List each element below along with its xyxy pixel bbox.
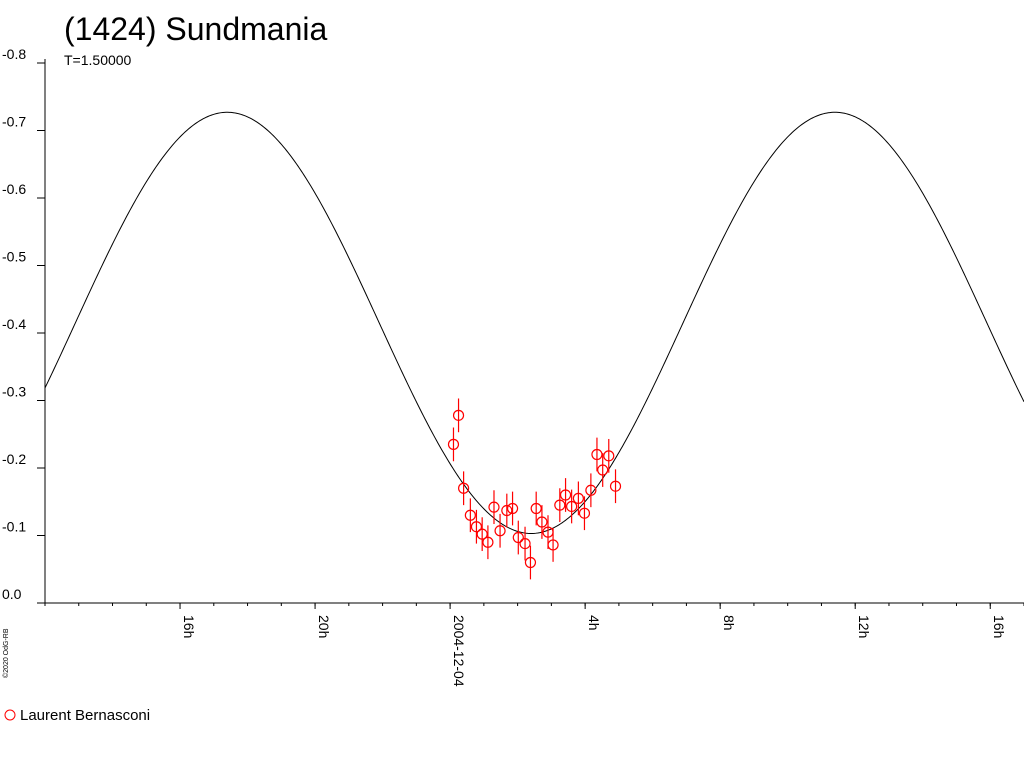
x-axis: 16h 20h 2004-12-04 4h 8h 12h 16h	[44, 602, 1024, 687]
data-point	[512, 531, 524, 544]
data-point	[524, 556, 537, 569]
y-tick-label: -0.2	[2, 451, 26, 467]
y-tick-label: 0.0	[2, 586, 22, 602]
data-point	[501, 504, 513, 517]
y-tick-label: -0.8	[2, 46, 26, 62]
x-tick-label: 16h	[181, 615, 197, 638]
y-tick-label: -0.5	[2, 249, 26, 265]
data-point	[476, 528, 488, 540]
data-point	[603, 450, 615, 462]
chart-title: (1424) Sundmania	[64, 11, 327, 47]
legend: Laurent Bernasconi	[4, 707, 150, 724]
chart-subtitle: T=1.50000	[64, 52, 132, 68]
data-point	[447, 438, 460, 450]
data-point	[566, 500, 578, 513]
legend-label: Laurent Bernasconi	[20, 707, 150, 724]
copyright-text: ©2020 OdG-RB	[2, 628, 10, 678]
y-tick-label: -0.7	[2, 114, 26, 130]
fit-curve-layer	[44, 111, 1024, 534]
data-point	[597, 464, 609, 476]
x-tick-label: 8h	[721, 615, 737, 631]
data-point	[585, 484, 597, 496]
data-point	[494, 525, 506, 537]
data-point	[578, 507, 591, 519]
y-tick-label: -0.6	[2, 181, 26, 197]
data-point	[488, 501, 500, 513]
fit-curve-line	[44, 111, 1024, 534]
data-point	[482, 536, 494, 548]
legend-marker-icon	[4, 709, 16, 721]
y-axis: -0.8 -0.7 -0.6 -0.5 -0.4 -0.3 -0.2 -0.1 0.0	[2, 46, 46, 604]
data-point	[536, 516, 548, 528]
data-point	[559, 489, 572, 501]
x-tick-label: 16h	[991, 615, 1007, 638]
x-tick-label: 12h	[856, 615, 872, 638]
data-point	[464, 509, 476, 521]
x-tick-label: 20h	[316, 615, 332, 638]
x-tick-label: 2004-12-04	[451, 615, 467, 687]
data-point	[572, 492, 584, 504]
data-point	[458, 482, 470, 494]
y-tick-label: -0.4	[2, 316, 26, 332]
data-point	[470, 521, 483, 533]
data-point	[609, 480, 622, 492]
data-points-layer	[447, 398, 622, 580]
data-point	[519, 537, 531, 550]
x-tick-label: 4h	[586, 615, 602, 631]
data-point	[506, 502, 519, 515]
y-tick-label: -0.3	[2, 384, 26, 400]
data-point	[547, 539, 559, 551]
data-point	[591, 448, 603, 461]
data-point	[452, 409, 465, 421]
data-point	[530, 502, 542, 515]
y-tick-label: -0.1	[2, 519, 26, 535]
data-point	[554, 499, 566, 511]
